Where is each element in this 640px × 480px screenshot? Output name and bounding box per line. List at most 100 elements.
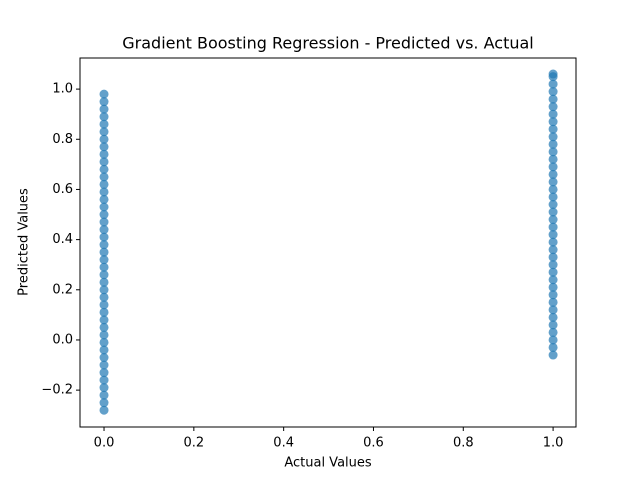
point	[99, 315, 109, 325]
point	[548, 117, 558, 127]
point	[548, 350, 558, 360]
point	[99, 112, 109, 122]
point	[548, 192, 558, 202]
point	[99, 277, 109, 287]
point	[99, 232, 109, 242]
point	[548, 177, 558, 187]
point	[548, 305, 558, 315]
point	[548, 237, 558, 247]
point	[99, 97, 109, 107]
point	[99, 164, 109, 174]
x-tick-label: 0.2	[183, 436, 204, 451]
point	[548, 222, 558, 232]
point	[99, 217, 109, 227]
point	[99, 240, 109, 250]
point	[548, 342, 558, 352]
point	[99, 127, 109, 137]
x-tick-label: 0.0	[94, 436, 115, 451]
point	[99, 255, 109, 265]
point	[99, 383, 109, 393]
point	[548, 275, 558, 285]
point	[99, 149, 109, 159]
y-axis-label: Predicted Values	[17, 188, 32, 296]
point	[548, 94, 558, 104]
point	[548, 282, 558, 292]
point	[99, 353, 109, 363]
point	[99, 172, 109, 182]
point	[548, 245, 558, 255]
point	[548, 260, 558, 270]
point	[548, 184, 558, 194]
point	[99, 89, 109, 99]
point	[99, 330, 109, 340]
point	[99, 119, 109, 129]
point	[548, 267, 558, 277]
point	[548, 87, 558, 97]
point	[99, 398, 109, 408]
y-tick-label: 1.0	[52, 82, 73, 97]
point	[99, 134, 109, 144]
point	[99, 322, 109, 332]
y-tick-label: −0.2	[41, 383, 73, 398]
point	[99, 375, 109, 385]
point	[548, 327, 558, 337]
point	[99, 405, 109, 415]
point	[548, 169, 558, 179]
y-tick-label: 0.2	[52, 282, 73, 297]
point	[99, 360, 109, 370]
y-tick-label: 0.0	[52, 332, 73, 347]
point	[548, 109, 558, 119]
x-tick-label: 1.0	[543, 436, 564, 451]
point	[548, 154, 558, 164]
point	[548, 215, 558, 225]
x-tick-label: 0.8	[453, 436, 474, 451]
point	[548, 102, 558, 112]
point	[99, 157, 109, 167]
y-tick-label: 0.6	[52, 182, 73, 197]
point	[99, 210, 109, 220]
point	[548, 79, 558, 89]
point	[548, 199, 558, 209]
y-tick-label: 0.8	[52, 132, 73, 147]
point	[99, 345, 109, 355]
point	[99, 307, 109, 317]
point	[548, 252, 558, 262]
point	[99, 187, 109, 197]
x-axis-label: Actual Values	[284, 456, 372, 471]
point	[99, 194, 109, 204]
point	[548, 312, 558, 322]
point	[548, 335, 558, 345]
point	[99, 142, 109, 152]
point	[99, 202, 109, 212]
point	[548, 162, 558, 172]
x-tick-label: 0.6	[363, 436, 384, 451]
point	[99, 270, 109, 280]
point	[99, 225, 109, 235]
point	[99, 104, 109, 114]
point	[99, 247, 109, 257]
point	[99, 292, 109, 302]
point	[548, 132, 558, 142]
chart-title: Gradient Boosting Regression - Predicted…	[122, 34, 533, 53]
point	[99, 368, 109, 378]
point	[548, 124, 558, 134]
point	[99, 300, 109, 310]
point	[99, 337, 109, 347]
x-tick-label: 0.4	[273, 436, 294, 451]
point	[99, 179, 109, 189]
point	[548, 230, 558, 240]
point	[99, 390, 109, 400]
point	[99, 262, 109, 272]
point	[548, 147, 558, 157]
point	[548, 69, 558, 79]
point	[548, 207, 558, 217]
point	[548, 320, 558, 330]
point	[99, 285, 109, 295]
plot-frame	[79, 57, 577, 428]
y-tick-label: 0.4	[52, 232, 73, 247]
point	[548, 297, 558, 307]
point	[548, 290, 558, 300]
point	[548, 139, 558, 149]
